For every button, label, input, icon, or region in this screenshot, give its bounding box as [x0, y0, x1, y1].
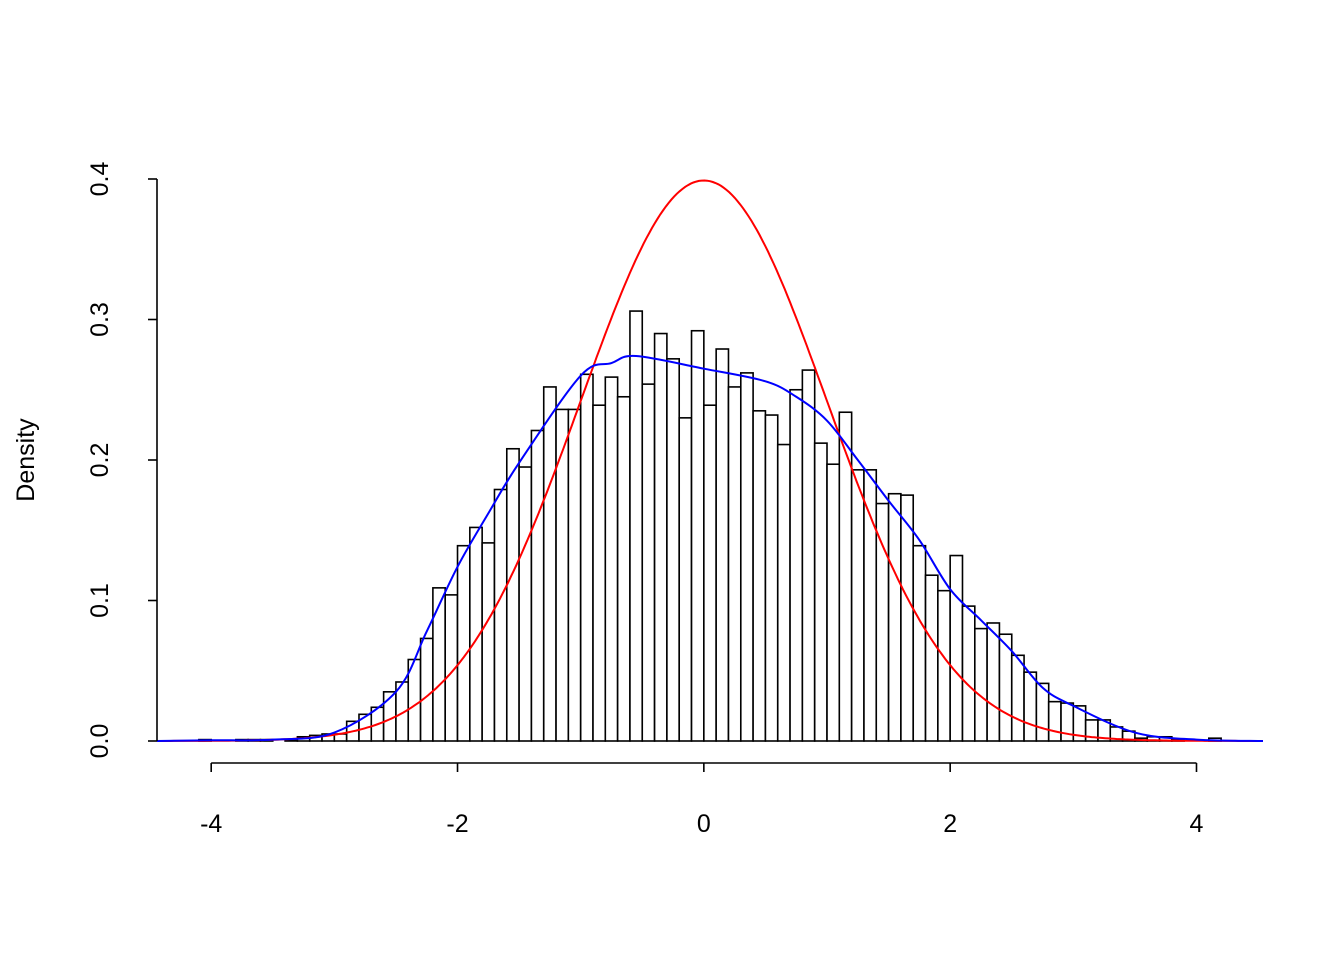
histogram-bar: [949, 554, 964, 742]
histogram-bar: [481, 542, 496, 742]
y-axis: 0.0 0.1 0.2 0.3 0.4: [86, 162, 158, 759]
histogram-bar: [776, 443, 791, 742]
histogram-bar: [518, 466, 533, 742]
histogram-bar: [826, 463, 841, 742]
histogram-bar: [813, 442, 828, 742]
histogram-bar: [924, 574, 939, 742]
histogram-bar: [419, 637, 434, 742]
histogram-bar: [629, 310, 644, 742]
histogram-bar: [542, 386, 557, 742]
histogram-bar: [887, 492, 902, 742]
histogram-bars: [198, 310, 1222, 742]
x-tick-label: -4: [200, 810, 222, 838]
histogram-bar: [530, 429, 545, 742]
histogram-bar: [678, 417, 693, 742]
histogram-bar: [616, 395, 631, 742]
histogram-bar: [432, 587, 447, 742]
histogram-bar: [986, 622, 1001, 742]
x-tick-label: -2: [446, 810, 468, 838]
histogram-bar: [850, 469, 865, 742]
histogram-bar: [567, 408, 582, 742]
histogram-bar: [912, 544, 927, 742]
histogram-bar: [505, 447, 520, 742]
histogram-bar: [604, 376, 619, 742]
y-tick-label: 0.4: [86, 162, 114, 197]
histogram-bar: [653, 332, 668, 742]
histogram-bar: [801, 369, 816, 742]
histogram-bar: [961, 605, 976, 742]
histogram-bar: [555, 408, 570, 742]
histogram-bar: [493, 488, 508, 742]
x-tick-label: 4: [1190, 810, 1204, 838]
histogram-bar: [703, 404, 717, 742]
histogram-bar: [1023, 671, 1038, 742]
histogram-bar: [752, 410, 767, 742]
histogram-bar: [579, 373, 594, 742]
histogram-bar: [456, 544, 471, 742]
x-axis: -4 -2 0 2 4: [200, 762, 1204, 838]
histogram-bar: [1010, 654, 1025, 742]
y-tick-label: 0.3: [86, 302, 114, 337]
histogram-bar: [764, 414, 779, 742]
histogram-bar: [592, 404, 607, 742]
histogram-bar: [789, 388, 804, 742]
kernel-density-curve: [156, 354, 1264, 742]
histogram-bar: [739, 372, 754, 742]
histogram-bar: [900, 494, 915, 742]
y-tick-label: 0.1: [86, 583, 114, 618]
histogram-bar: [973, 627, 988, 742]
histogram-bar: [666, 358, 681, 742]
histogram-bar: [715, 348, 730, 742]
histogram-bar: [875, 502, 890, 742]
normal-density-curve: [157, 179, 1263, 742]
histogram-bar: [937, 589, 951, 742]
y-tick-label: 0.2: [86, 443, 114, 478]
y-axis-label: Density: [12, 418, 40, 502]
histogram-bar: [727, 386, 742, 742]
x-tick-label: 2: [943, 810, 957, 838]
histogram-bar: [690, 329, 705, 742]
x-tick-label: 0: [697, 810, 711, 838]
histogram-bar: [863, 469, 878, 742]
y-tick-label: 0.0: [86, 724, 114, 759]
histogram-bar: [641, 383, 656, 742]
histogram-bar: [1047, 700, 1062, 742]
